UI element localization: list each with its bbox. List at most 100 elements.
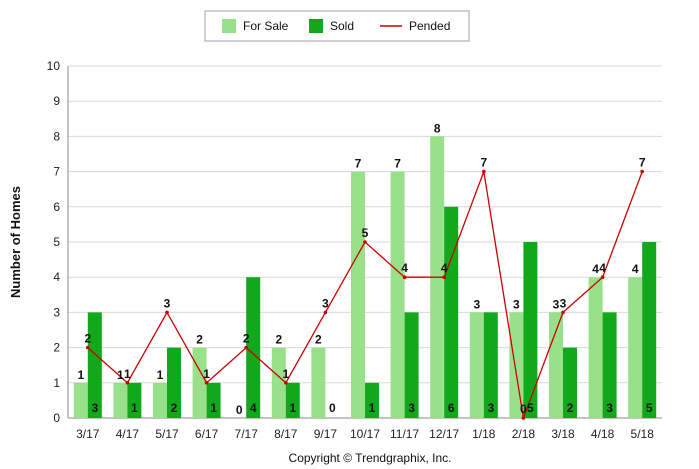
data-label-pended-11: 0 — [520, 402, 527, 416]
legend-label-pended: Pended — [409, 19, 450, 33]
point-pended-14 — [640, 169, 644, 174]
bar-sold-2 — [167, 347, 181, 418]
data-label-pended-8: 4 — [401, 261, 408, 275]
y-tick-label-7: 7 — [53, 165, 60, 179]
data-label-sold-6: 0 — [329, 401, 336, 415]
point-pended-6 — [323, 310, 328, 315]
bar-for-sale-11 — [509, 312, 524, 418]
y-tick-label-4: 4 — [53, 270, 60, 284]
bar-sold-14 — [642, 242, 657, 418]
data-label-sold-0: 3 — [91, 401, 98, 415]
point-pended-3 — [204, 381, 209, 385]
data-label-sold-13: 3 — [606, 401, 613, 415]
point-pended-13 — [600, 275, 605, 280]
data-label-for-sale-14: 4 — [632, 262, 639, 276]
y-tick-label-6: 6 — [53, 200, 60, 214]
bar-for-sale-2 — [153, 382, 167, 418]
data-label-sold-1: 1 — [131, 401, 138, 415]
data-label-pended-7: 5 — [362, 226, 369, 240]
point-pended-1 — [125, 381, 130, 385]
x-tick-label-5: 8/17 — [274, 427, 298, 441]
data-label-pended-5: 1 — [282, 367, 289, 381]
data-label-sold-5: 1 — [289, 401, 296, 415]
copyright-text: Copyright © Trendgraphix, Inc. — [289, 451, 452, 465]
data-label-for-sale-4: 0 — [236, 403, 243, 417]
data-label-sold-7: 1 — [369, 401, 376, 415]
legend: For Sale Sold Pended — [204, 10, 470, 42]
data-label-for-sale-1: 1 — [117, 368, 124, 382]
data-label-sold-9: 6 — [448, 401, 455, 415]
data-label-for-sale-7: 7 — [355, 157, 362, 171]
y-tick-label-10: 10 — [47, 59, 61, 73]
x-tick-label-3: 6/17 — [195, 427, 219, 441]
bar-for-sale-6 — [311, 347, 326, 418]
data-label-pended-10: 7 — [480, 156, 487, 170]
data-label-pended-3: 1 — [203, 367, 210, 381]
bar-sold-11 — [523, 242, 538, 418]
point-pended-11 — [521, 416, 526, 420]
bar-sold-5 — [285, 382, 300, 418]
data-label-pended-13: 4 — [599, 261, 606, 275]
y-tick-label-2: 2 — [53, 341, 60, 355]
data-label-sold-4: 4 — [250, 401, 257, 415]
bar-for-sale-13 — [588, 277, 603, 418]
data-label-for-sale-5: 2 — [275, 333, 282, 347]
bar-for-sale-10 — [469, 312, 484, 418]
y-tick-label-5: 5 — [53, 235, 60, 249]
bar-for-sale-3 — [192, 347, 207, 418]
point-pended-9 — [442, 275, 447, 280]
data-label-for-sale-0: 1 — [77, 368, 84, 382]
data-label-for-sale-11: 3 — [513, 297, 520, 311]
bar-sold-9 — [444, 206, 459, 418]
data-label-pended-9: 4 — [441, 261, 448, 275]
x-tick-label-9: 12/17 — [429, 427, 459, 441]
x-tick-label-6: 9/17 — [314, 427, 338, 441]
point-pended-0 — [86, 345, 90, 350]
x-tick-label-13: 4/18 — [591, 427, 615, 441]
legend-swatch-sold — [309, 19, 323, 33]
data-label-sold-2: 2 — [171, 401, 178, 415]
bar-sold-0 — [87, 312, 102, 418]
x-tick-label-7: 10/17 — [350, 427, 380, 441]
data-label-sold-12: 2 — [567, 401, 574, 415]
bar-sold-7 — [365, 382, 379, 418]
bar-sold-8 — [404, 312, 419, 418]
legend-swatch-for-sale — [222, 19, 236, 33]
y-tick-label-9: 9 — [53, 94, 60, 108]
data-label-for-sale-12: 3 — [553, 297, 560, 311]
data-label-pended-2: 3 — [164, 296, 171, 310]
data-label-for-sale-2: 1 — [157, 368, 164, 382]
y-tick-label-1: 1 — [53, 376, 60, 390]
data-label-for-sale-6: 2 — [315, 333, 322, 347]
bar-for-sale-5 — [271, 347, 286, 418]
point-pended-12 — [561, 310, 565, 315]
bar-sold-12 — [563, 347, 577, 418]
point-pended-5 — [284, 381, 288, 385]
point-pended-4 — [244, 345, 248, 350]
bar-for-sale-7 — [351, 171, 365, 418]
bar-for-sale-8 — [390, 171, 405, 418]
data-label-pended-12: 3 — [560, 296, 567, 310]
data-label-pended-1: 1 — [124, 367, 131, 381]
x-tick-label-11: 2/18 — [512, 427, 536, 441]
x-tick-label-10: 1/18 — [472, 427, 496, 441]
x-tick-label-8: 11/17 — [390, 427, 419, 441]
data-label-sold-8: 3 — [408, 401, 415, 415]
data-label-for-sale-8: 7 — [394, 157, 401, 171]
data-label-for-sale-13: 4 — [592, 262, 599, 276]
data-label-pended-6: 3 — [322, 296, 329, 310]
point-pended-10 — [482, 169, 486, 174]
bar-for-sale-12 — [549, 312, 563, 418]
data-label-pended-4: 2 — [243, 332, 250, 346]
bar-sold-3 — [206, 382, 221, 418]
y-tick-label-0: 0 — [53, 411, 60, 425]
bar-sold-13 — [602, 312, 617, 418]
data-label-sold-14: 5 — [646, 401, 653, 415]
x-tick-label-1: 4/17 — [116, 427, 140, 441]
legend-label-sold: Sold — [330, 19, 354, 33]
y-tick-label-3: 3 — [53, 305, 60, 319]
bar-sold-1 — [127, 382, 142, 418]
x-tick-label-12: 3/18 — [551, 427, 575, 441]
